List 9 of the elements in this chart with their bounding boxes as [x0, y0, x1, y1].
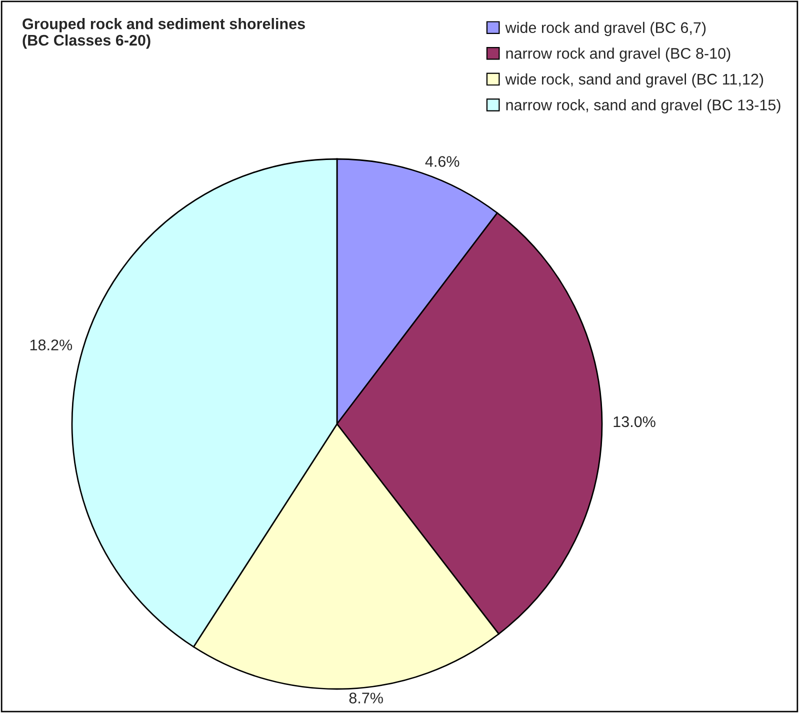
data-label: 13.0% — [614, 416, 656, 428]
legend-label: wide rock, sand and gravel (BC 11,12) — [505, 73, 764, 88]
data-label: 8.7% — [349, 692, 383, 704]
data-label: 4.6% — [425, 156, 460, 167]
chart-title: Grouped rock and sediment shorelines (BC Classes 6-20) — [22, 18, 305, 49]
legend-label: narrow rock, sand and gravel (BC 13-15) — [506, 99, 780, 114]
legend-label: wide rock and gravel (BC 6,7) — [505, 22, 706, 36]
legend-label: narrow rock and gravel (BC 8-10) — [506, 48, 730, 62]
data-label: 18.2% — [30, 340, 72, 350]
